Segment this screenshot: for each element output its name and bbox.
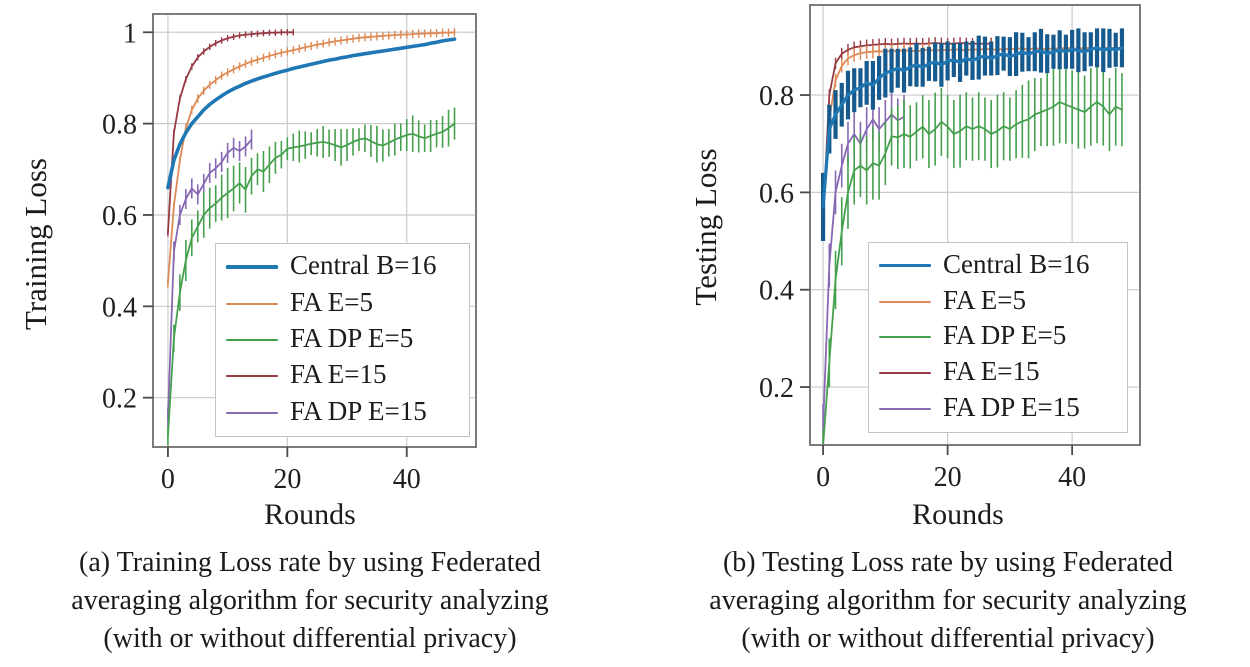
legend-item-fa-dp-e15: FA DP E=15	[226, 395, 463, 428]
svg-text:20: 20	[273, 464, 301, 495]
legend-label-fa-dp-e15: FA DP E=15	[290, 395, 427, 426]
svg-text:0.4: 0.4	[759, 276, 794, 307]
svg-text:0.6: 0.6	[102, 201, 137, 232]
caption-b-line3: (with or without differential privacy)	[741, 623, 1155, 654]
legend-a: Central B=16 FA E=5 FA DP E=5 FA E=15 FA…	[215, 243, 470, 437]
legend-line-swatch-central	[879, 264, 931, 268]
legend-item-central: Central B=16	[879, 248, 1121, 281]
caption-a: (a) Training Loss rate by using Federate…	[8, 544, 612, 658]
svg-text:0.8: 0.8	[102, 110, 137, 141]
legend-label-fa-dp-e5: FA DP E=5	[290, 322, 414, 353]
svg-text:0.2: 0.2	[102, 384, 137, 415]
legend-label-fa-dp-e15: FA DP E=15	[943, 392, 1080, 423]
legend-label-central: Central B=16	[943, 248, 1090, 279]
legend-line-swatch-central	[226, 265, 278, 270]
legend-item-central: Central B=16	[226, 252, 463, 282]
legend-line-swatch-fa-e15	[226, 375, 278, 378]
legend-item-fa-e15: FA E=15	[226, 361, 463, 391]
legend-item-fa-dp-e15: FA DP E=15	[879, 394, 1121, 424]
svg-text:0.2: 0.2	[759, 373, 794, 404]
legend-line-swatch-fa-dp-e5	[226, 338, 278, 341]
legend-label-fa-e5: FA E=5	[290, 286, 373, 317]
svg-text:0.6: 0.6	[759, 178, 794, 209]
svg-text:40: 40	[1058, 462, 1086, 493]
y-axis-label-training-loss: Training Loss	[18, 158, 53, 330]
legend-line-swatch-fa-dp-e15	[226, 411, 278, 414]
legend-label-fa-dp-e5: FA DP E=5	[943, 320, 1067, 351]
x-axis-label-rounds-a: Rounds	[264, 498, 356, 531]
caption-a-line2: averaging algorithm for security analyzi…	[71, 585, 549, 616]
svg-text:20: 20	[934, 462, 962, 493]
caption-b: (b) Testing Loss rate by using Federated…	[646, 544, 1250, 658]
legend-line-swatch-fa-e5	[226, 302, 278, 305]
caption-b-line2: averaging algorithm for security analyzi…	[709, 585, 1187, 616]
legend-item-fa-dp-e5: FA DP E=5	[879, 322, 1121, 352]
legend-item-fa-dp-e5: FA DP E=5	[226, 322, 463, 355]
caption-b-line1: (b) Testing Loss rate by using Federated	[722, 547, 1174, 578]
legend-line-swatch-fa-dp-e15	[879, 408, 931, 411]
svg-text:0: 0	[816, 462, 830, 493]
y-axis-label-testing-loss: Testing Loss	[688, 148, 723, 306]
legend-label-fa-e15: FA E=15	[943, 356, 1040, 387]
legend-line-swatch-fa-e15	[879, 372, 931, 375]
svg-text:0.8: 0.8	[759, 81, 794, 112]
caption-a-line3: (with or without differential privacy)	[103, 623, 517, 654]
svg-text:1: 1	[123, 18, 137, 49]
legend-line-swatch-fa-e5	[879, 300, 931, 303]
x-axis-label-rounds-b: Rounds	[912, 498, 1004, 531]
legend-item-fa-e15: FA E=15	[879, 358, 1121, 388]
svg-text:0.4: 0.4	[102, 292, 137, 323]
legend-item-fa-e5: FA E=5	[879, 284, 1121, 317]
legend-label-central: Central B=16	[290, 250, 437, 281]
svg-text:0: 0	[161, 464, 175, 495]
caption-a-line1: (a) Training Loss rate by using Federate…	[79, 547, 541, 578]
legend-b: Central B=16 FA E=5 FA DP E=5 FA E=15 FA…	[868, 242, 1128, 433]
legend-item-fa-e5: FA E=5	[226, 286, 463, 319]
legend-line-swatch-fa-dp-e5	[879, 336, 931, 339]
svg-text:40: 40	[393, 464, 421, 495]
legend-label-fa-e15: FA E=15	[290, 359, 387, 390]
legend-label-fa-e5: FA E=5	[943, 284, 1026, 315]
